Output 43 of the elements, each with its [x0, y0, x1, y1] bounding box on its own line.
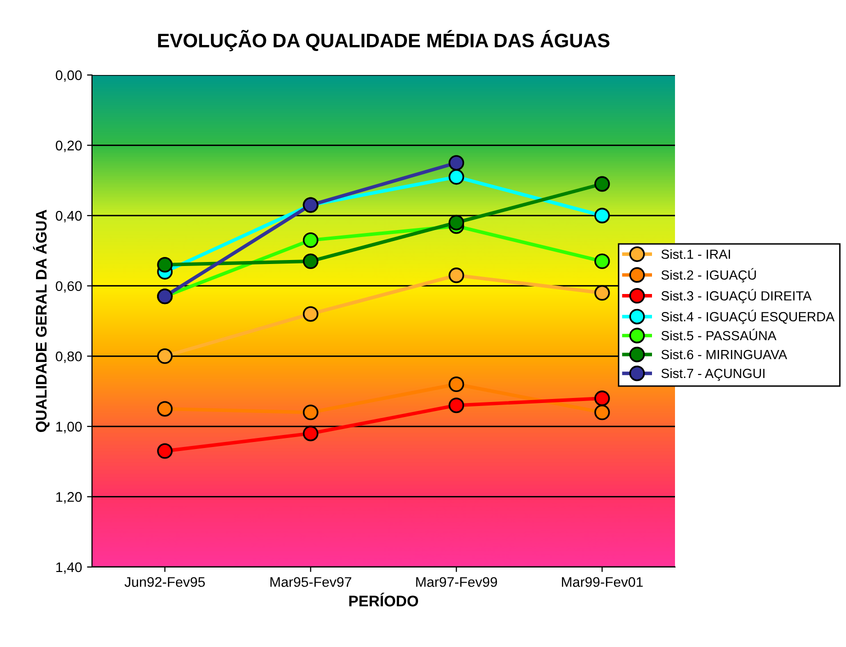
x-tick-label: Mar97-Fev99 [416, 577, 498, 587]
point [302, 426, 318, 442]
x-axis-title: PERÍODO [349, 592, 418, 606]
legend-label: Sist.7 - AÇUNGUI [661, 368, 764, 381]
point [448, 376, 464, 392]
y-tick-label: 1,20 [56, 492, 82, 504]
y-axis-title: QUALIDADE GERAL DA ÁGUA [32, 210, 50, 432]
point [157, 401, 173, 417]
legend-label: Sist.6 - MIRINGUAVA [661, 350, 788, 360]
point [302, 253, 318, 270]
point [157, 443, 173, 459]
point [594, 390, 610, 406]
point [157, 256, 173, 273]
point [448, 169, 464, 185]
point [594, 176, 610, 192]
point [594, 404, 610, 420]
legend-label: Sist.5 - PASSAÚNA [661, 328, 776, 340]
point [448, 155, 464, 171]
point [157, 348, 173, 364]
y-tick-label: 0,20 [56, 140, 82, 152]
y-tick-label: 0,60 [56, 281, 82, 293]
point [448, 268, 464, 284]
legend-label: Sist.2 - IGUAÇÚ [661, 268, 756, 282]
x-tick-label: Jun92-Fev95 [124, 577, 205, 587]
point [594, 253, 610, 270]
x-tick-label: Mar99-Fev01 [562, 577, 643, 587]
legend-label: Sist.4 - IGUAÇÚ ESQUERDA [661, 310, 835, 324]
legend-label: Sist.3 - IGUAÇÚ DIREITA [661, 288, 812, 304]
point [302, 232, 318, 248]
y-tick-label: 1,00 [56, 422, 82, 434]
y-tick-label: 0,40 [56, 210, 82, 222]
point [594, 208, 610, 224]
point [302, 306, 318, 322]
point [448, 398, 464, 414]
point [594, 285, 610, 301]
point [302, 404, 318, 420]
y-tick-label: 1,40 [56, 562, 82, 574]
y-tick-label: 0,00 [56, 70, 82, 82]
x-tick-label: Mar95-Fev97 [270, 577, 352, 587]
point [448, 214, 464, 230]
y-tick-label: 0,80 [56, 351, 82, 363]
legend-label: Sist.1 - IRAI [661, 249, 730, 259]
chart-title: EVOLUÇÃO DA QUALIDADE MÉDIA DAS ÁGUAS [158, 30, 610, 52]
